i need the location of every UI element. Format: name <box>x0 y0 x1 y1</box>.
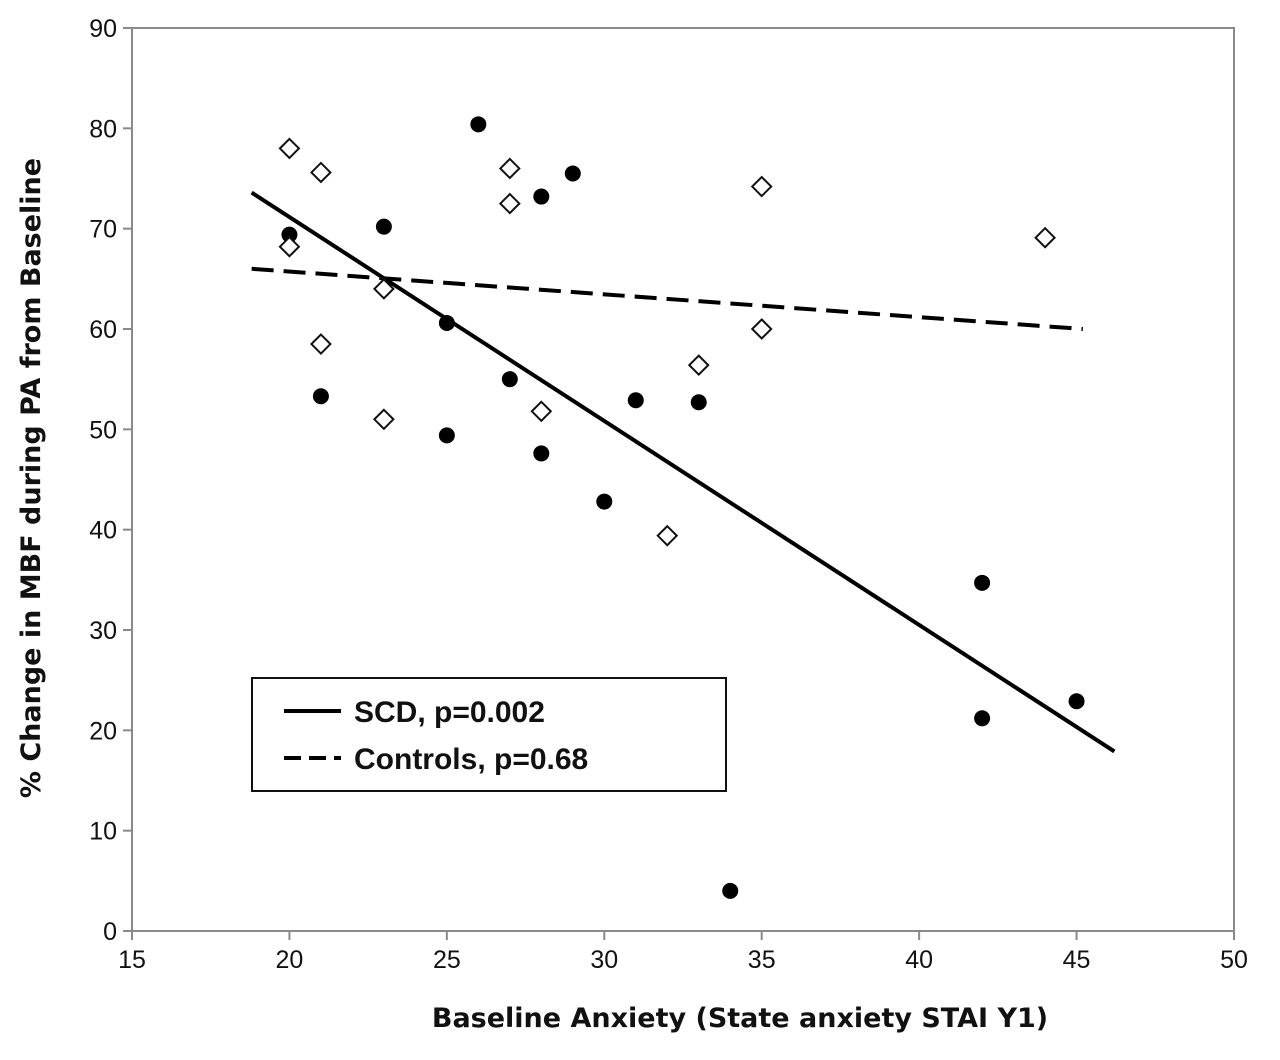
scd-point <box>722 882 739 899</box>
control-point <box>750 318 773 340</box>
scd-point <box>564 165 581 182</box>
control-point <box>372 408 395 431</box>
scd-point <box>312 388 329 405</box>
control-point <box>310 333 332 355</box>
y-tick-label: 90 <box>89 15 117 43</box>
x-tick-label: 30 <box>590 946 618 974</box>
control-point <box>278 137 301 160</box>
legend-label-scd: SCD, p=0.002 <box>354 696 545 729</box>
control-point <box>498 157 521 180</box>
y-tick-label: 70 <box>89 216 117 244</box>
scd-point <box>281 226 298 243</box>
control-point <box>530 400 553 423</box>
axis-ticks: 15 20 25 30 35 40 45 50 0 10 20 30 40 50 60 70 80 90 <box>89 15 1248 974</box>
control-point <box>310 161 332 184</box>
legend-label-controls: Controls, p=0.68 <box>354 743 588 776</box>
control-point <box>278 235 301 258</box>
data-points <box>278 116 1085 899</box>
scd-point <box>533 445 550 462</box>
scd-point <box>690 394 707 411</box>
fit-lines <box>250 190 1116 754</box>
scd-point <box>596 493 613 510</box>
scd-point <box>1068 693 1085 710</box>
x-axis-title: Baseline Anxiety (State anxiety STAI Y1) <box>432 1003 1048 1034</box>
scd-point <box>974 710 991 727</box>
scd-point <box>438 427 455 444</box>
plot-frame <box>131 27 1235 932</box>
x-tick-label: 25 <box>433 946 461 974</box>
control-point <box>1034 226 1056 249</box>
scd-point <box>501 371 518 388</box>
x-tick-label: 40 <box>905 946 933 974</box>
x-tick-label: 35 <box>748 946 776 974</box>
control-point <box>498 192 521 215</box>
fit-line-controls <box>251 266 1084 331</box>
y-tick-label: 20 <box>89 717 117 745</box>
y-tick-label: 10 <box>89 818 117 846</box>
x-tick-label: 20 <box>276 946 304 974</box>
y-tick-label: 50 <box>89 416 117 444</box>
y-tick-label: 0 <box>103 918 117 946</box>
control-point <box>656 524 679 547</box>
scd-point <box>533 188 550 205</box>
fit-line-scd <box>250 190 1116 754</box>
scd-point <box>375 218 392 235</box>
x-tick-label: 15 <box>118 946 146 974</box>
y-tick-label: 60 <box>89 316 117 344</box>
control-point <box>372 277 395 300</box>
legend-box <box>251 677 727 792</box>
x-tick-label: 50 <box>1220 946 1248 974</box>
y-tick-label: 30 <box>89 617 117 645</box>
control-point <box>687 354 710 377</box>
y-tick-label: 80 <box>89 115 117 143</box>
scd-point <box>627 392 644 409</box>
y-axis-title: % Change in MBF during PA from Baseline <box>16 158 47 798</box>
scd-point <box>974 574 991 591</box>
y-tick-label: 40 <box>89 517 117 545</box>
control-point <box>750 175 773 198</box>
scd-point <box>470 116 487 133</box>
legend: SCD, p=0.002 Controls, p=0.68 <box>251 677 727 792</box>
x-tick-label: 45 <box>1063 946 1091 974</box>
scd-point <box>438 314 455 331</box>
